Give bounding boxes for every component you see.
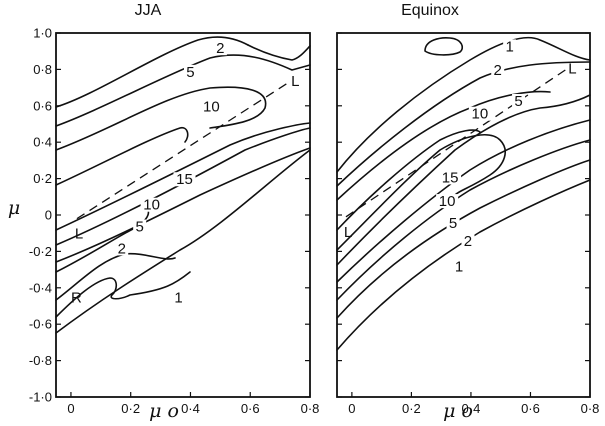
contour-line: [336, 139, 591, 301]
contour-line: [336, 94, 591, 266]
contour-line: [336, 119, 591, 283]
contour-line: [336, 179, 591, 351]
contour-label-bg: [133, 219, 147, 234]
ticks-equinox: 0 0·2 0·4 0·6 0·8: [337, 32, 600, 416]
y-tick-label: 0·2: [33, 171, 52, 186]
contour-label-bg: [213, 41, 227, 56]
ridge-label-end: L: [291, 73, 299, 90]
contour-label: 5: [135, 219, 143, 236]
contour-label: 5: [186, 64, 194, 81]
x-tick-label: 0·8: [581, 401, 600, 416]
contour-label-bg: [512, 93, 526, 108]
contour-label-bg: [446, 215, 460, 230]
contour-label-bg: [183, 64, 197, 79]
y-tick-label: -0·8: [29, 353, 52, 368]
contour-label-bg: [503, 39, 517, 54]
contours-equinox: [336, 36, 591, 351]
x-tick-label: 0·6: [241, 401, 260, 416]
contour-label-bg: [439, 170, 462, 185]
x-tick-label: 0: [67, 401, 74, 416]
contour-line: [55, 271, 191, 318]
contour-label-bg: [468, 106, 491, 121]
contours-jja: [55, 36, 311, 334]
x-tick-label: 0·2: [121, 401, 140, 416]
contour-line: [55, 86, 267, 151]
y-axis-label: μ: [8, 197, 20, 219]
x-tick-label: 0·2: [402, 401, 421, 416]
y-tick-label: 0: [45, 208, 52, 223]
contour-line: [55, 122, 311, 231]
x-axis-label-jja: μ o: [149, 400, 179, 422]
contour-line: [55, 54, 311, 127]
contour-line: [247, 44, 311, 61]
contour-line: [55, 147, 311, 263]
x-tick-label: 0·8: [301, 401, 320, 416]
contour-line: [336, 36, 591, 173]
contour-line: [55, 126, 189, 186]
y-tick-label: -0·6: [29, 317, 52, 332]
contour-label-bg: [491, 63, 505, 78]
contour-line: [336, 61, 591, 187]
y-tick-label: 0·6: [33, 98, 52, 113]
contour-line: [55, 36, 249, 108]
contour-label: 1: [174, 290, 182, 307]
ridge-label-end: L: [568, 60, 576, 77]
x-tick-label: 0: [348, 401, 355, 416]
contour-label: 1: [505, 38, 513, 55]
contour-label: 10: [472, 106, 489, 123]
contour-label: 1: [455, 259, 463, 276]
ticks-jja: 0 0·2 0·4 0·6 0·8 1·0 0·8 0·6 0·4 0·2 0 -0·2 -0·4 -0·…: [29, 26, 320, 417]
contour-label: 5: [514, 93, 522, 110]
contour-label-bg: [173, 172, 196, 187]
annotation-label: R: [71, 289, 82, 306]
contour-label: 10: [143, 197, 160, 214]
y-tick-label: -1·0: [29, 390, 52, 405]
contour-label: 2: [216, 40, 224, 57]
contour-line: [424, 37, 464, 56]
contour-label-bg: [200, 99, 223, 114]
x-tick-label: 0·6: [521, 401, 540, 416]
y-tick-label: 1·0: [33, 26, 52, 41]
contour-label: 10: [439, 193, 456, 210]
contour-line: [336, 90, 551, 201]
x-axis-label-equinox: μ o: [443, 400, 473, 422]
contour-label: 15: [176, 171, 193, 188]
contour-label: 2: [118, 240, 126, 257]
contour-line: [55, 127, 311, 246]
contour-label: 10: [203, 98, 220, 115]
y-tick-label: -0·2: [29, 244, 52, 259]
ridge-line-dashed: [76, 81, 290, 220]
contour-label-bg: [172, 290, 186, 305]
panel-title-jja: JJA: [135, 2, 162, 19]
plot-frame-jja: [55, 32, 311, 398]
y-tick-label: 0·4: [33, 135, 52, 150]
contour-label-bg: [115, 241, 129, 256]
y-tick-label: 0·8: [33, 62, 52, 77]
panel-title-equinox: Equinox: [401, 2, 459, 19]
contour-line: [336, 159, 591, 319]
ridge-label-start: L: [344, 224, 352, 241]
y-tick-label: -0·4: [29, 280, 52, 295]
contour-label: 2: [464, 233, 472, 250]
contour-line: [336, 134, 506, 251]
contour-label: 2: [494, 62, 502, 79]
x-tick-label: 0·4: [462, 401, 481, 416]
contour-line: [336, 129, 481, 231]
contour-line: [55, 149, 311, 334]
contour-label-bg: [140, 197, 163, 212]
contour-label-bg: [436, 194, 459, 209]
contour-label-bg: [461, 234, 475, 249]
contour-label: 15: [442, 169, 459, 186]
x-tick-label: 0·4: [181, 401, 200, 416]
contour-label: 5: [449, 215, 457, 232]
ridge-label-start: L: [75, 226, 83, 243]
contour-label-bg: [452, 259, 466, 274]
